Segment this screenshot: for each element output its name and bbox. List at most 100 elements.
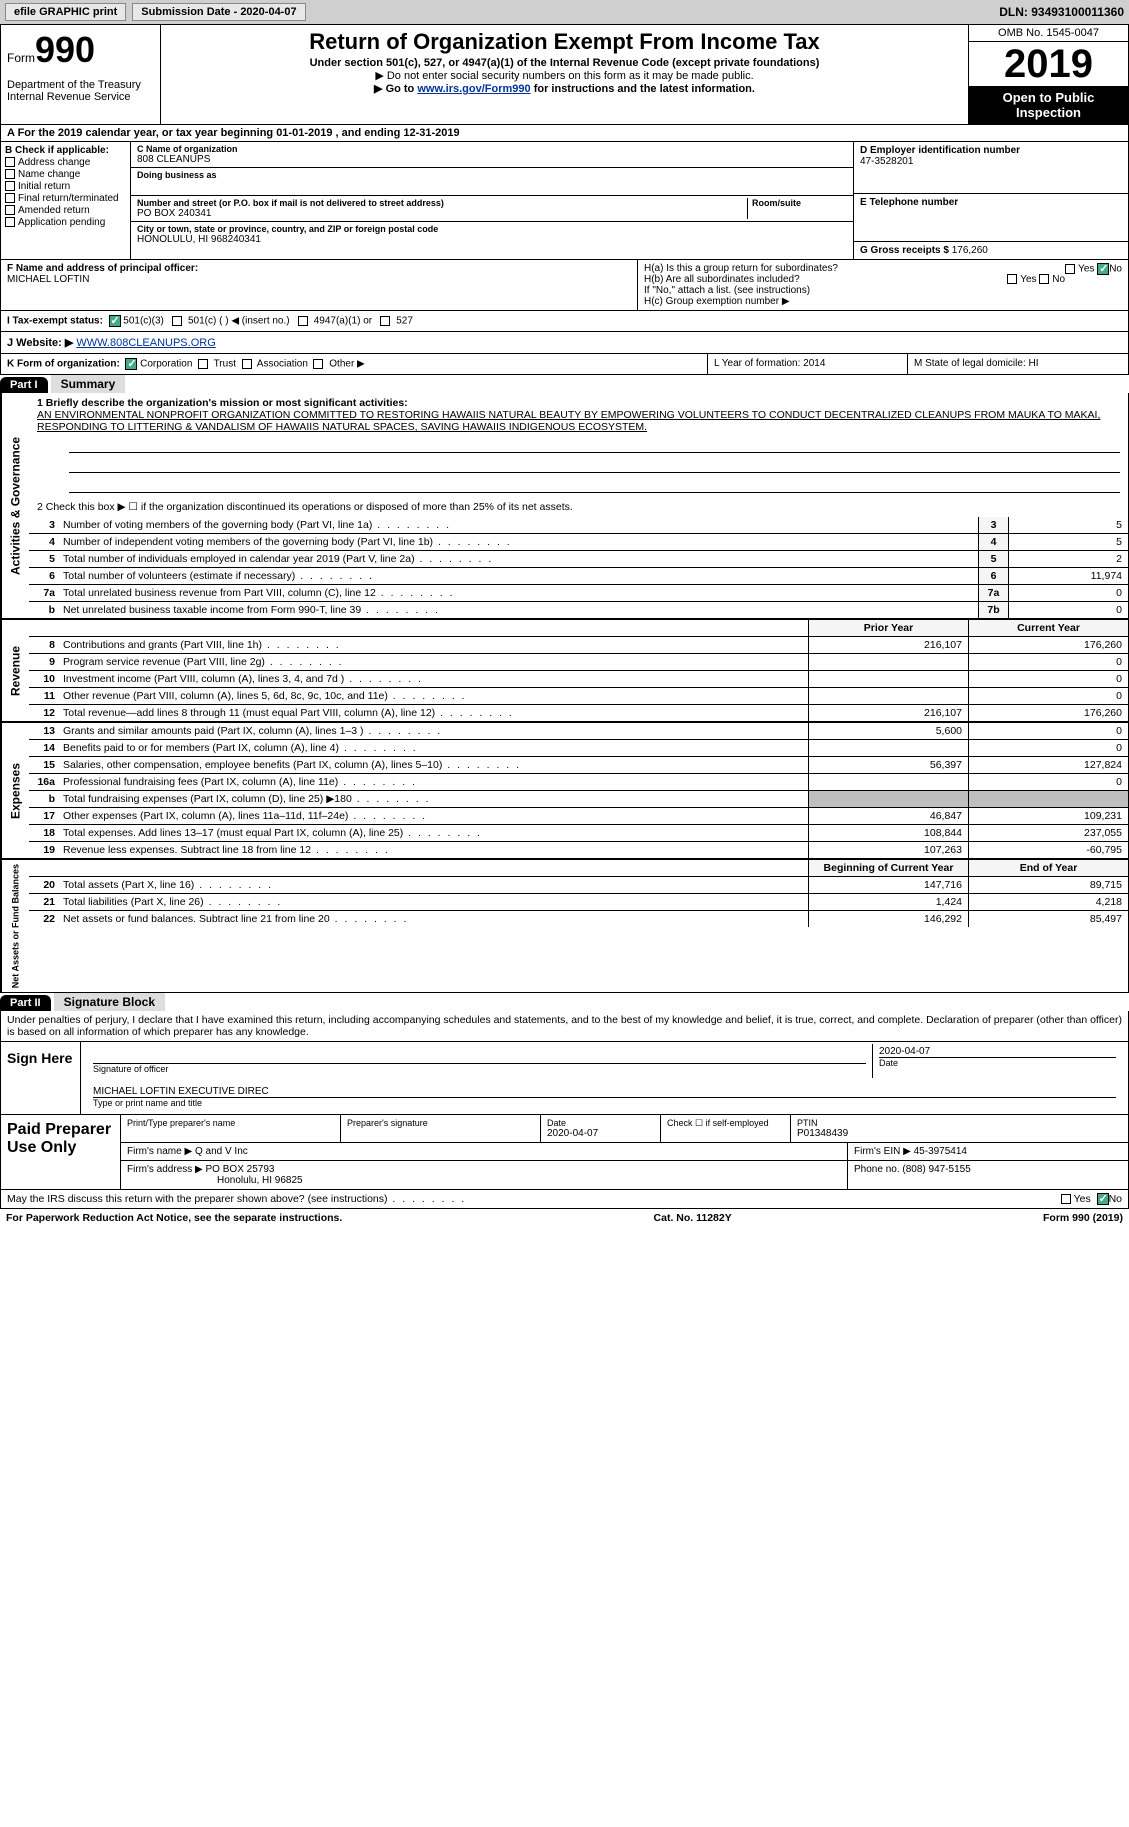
col-prior: Prior Year — [808, 620, 968, 636]
firm-ein-label: Firm's EIN ▶ — [854, 1146, 911, 1157]
sign-here-block: Sign Here Signature of officer 2020-04-0… — [0, 1042, 1129, 1115]
org-name-label: C Name of organization — [137, 144, 847, 154]
blank-3 — [69, 477, 1120, 493]
ha-row: H(a) Is this a group return for subordin… — [644, 263, 1122, 274]
paid-prep-label: Paid Preparer Use Only — [1, 1115, 121, 1189]
cb-4947[interactable] — [298, 316, 308, 326]
box-f: F Name and address of principal officer:… — [1, 260, 638, 310]
ein: 47-3528201 — [860, 156, 1122, 167]
blank-1 — [69, 437, 1120, 453]
sidebar-revenue: Revenue — [1, 620, 29, 721]
line-10: 10 Investment income (Part VIII, column … — [29, 671, 1128, 688]
calendar-year-line: A For the 2019 calendar year, or tax yea… — [0, 125, 1129, 142]
hb-yes[interactable] — [1007, 274, 1017, 284]
open-inspection: Open to Public Inspection — [969, 86, 1128, 124]
line-20: 20 Total assets (Part X, line 16) 147,71… — [29, 877, 1128, 894]
col-end: End of Year — [968, 860, 1128, 876]
cb-assoc[interactable] — [242, 359, 252, 369]
prep-sig-label: Preparer's signature — [347, 1118, 534, 1128]
header-mid: Return of Organization Exempt From Incom… — [161, 25, 968, 124]
section-bcdeg: B Check if applicable: Address change Na… — [0, 142, 1129, 260]
tax-status-label: I Tax-exempt status: — [7, 316, 103, 327]
subtitle-3: ▶ Go to www.irs.gov/Form990 for instruct… — [169, 82, 960, 95]
box-h: H(a) Is this a group return for subordin… — [638, 260, 1128, 310]
box-i: I Tax-exempt status: 501(c)(3) 501(c) ( … — [0, 311, 1129, 332]
line-13: 13 Grants and similar amounts paid (Part… — [29, 723, 1128, 740]
cb-name-change[interactable]: Name change — [5, 169, 126, 180]
cb-address-change[interactable]: Address change — [5, 157, 126, 168]
firm-addr-label: Firm's address ▶ — [127, 1164, 203, 1175]
addr: PO BOX 240341 — [137, 208, 747, 219]
part1-header: Part I Summary — [0, 375, 1129, 393]
officer-printed-name: MICHAEL LOFTIN EXECUTIVE DIREC — [93, 1086, 1116, 1098]
form-header: Form990 Department of the Treasury Inter… — [0, 24, 1129, 125]
line-3: 3 Number of voting members of the govern… — [29, 517, 1128, 534]
room-label: Room/suite — [752, 198, 847, 208]
cb-initial-return[interactable]: Initial return — [5, 181, 126, 192]
tax-year: 2019 — [969, 42, 1128, 86]
cb-501c[interactable] — [172, 316, 182, 326]
cb-527[interactable] — [380, 316, 390, 326]
ptin: P01348439 — [797, 1128, 1122, 1139]
cb-app-pending[interactable]: Application pending — [5, 217, 126, 228]
dln: DLN: 93493100011360 — [999, 5, 1124, 19]
firm-name: Q and V Inc — [195, 1146, 248, 1157]
blank-2 — [69, 457, 1120, 473]
header-left: Form990 Department of the Treasury Inter… — [1, 25, 161, 124]
org-name: 808 CLEANUPS — [137, 154, 847, 165]
cb-other[interactable] — [313, 359, 323, 369]
line-16a: 16a Professional fundraising fees (Part … — [29, 774, 1128, 791]
part1-label: Part I — [0, 377, 48, 393]
section-fh: F Name and address of principal officer:… — [0, 260, 1129, 311]
cb-trust[interactable] — [198, 359, 208, 369]
subtitle-2: ▶ Do not enter social security numbers o… — [169, 69, 960, 82]
box-m: M State of legal domicile: HI — [908, 354, 1128, 374]
line-15: 15 Salaries, other compensation, employe… — [29, 757, 1128, 774]
discuss-row: May the IRS discuss this return with the… — [0, 1190, 1129, 1209]
prep-name-label: Print/Type preparer's name — [127, 1118, 334, 1128]
line-11: 11 Other revenue (Part VIII, column (A),… — [29, 688, 1128, 705]
top-bar: efile GRAPHIC print Submission Date - 20… — [0, 0, 1129, 24]
cb-amended[interactable]: Amended return — [5, 205, 126, 216]
subtitle-1: Under section 501(c), 527, or 4947(a)(1)… — [169, 57, 960, 69]
hb-note: If "No," attach a list. (see instruction… — [644, 285, 1122, 296]
section-klm: K Form of organization: Corporation Trus… — [0, 354, 1129, 375]
sig-date: 2020-04-07 — [879, 1046, 1116, 1057]
line-18: 18 Total expenses. Add lines 13–17 (must… — [29, 825, 1128, 842]
goto-pre: ▶ Go to — [374, 83, 417, 95]
cb-corp[interactable] — [125, 358, 137, 370]
line-7a: 7a Total unrelated business revenue from… — [29, 585, 1128, 602]
ha-no[interactable] — [1097, 263, 1109, 275]
irs-link[interactable]: www.irs.gov/Form990 — [417, 83, 530, 95]
discuss-yes[interactable] — [1061, 1194, 1071, 1204]
cb-501c3[interactable] — [109, 315, 121, 327]
check-self[interactable]: Check ☐ if self-employed — [661, 1115, 791, 1142]
city: HONOLULU, HI 968240341 — [137, 234, 847, 245]
officer-name: MICHAEL LOFTIN — [7, 274, 631, 285]
form-title: Return of Organization Exempt From Incom… — [169, 29, 960, 55]
mission-block: 1 Briefly describe the organization's mi… — [29, 393, 1128, 437]
line-21: 21 Total liabilities (Part X, line 26) 1… — [29, 894, 1128, 911]
line-19: 19 Revenue less expenses. Subtract line … — [29, 842, 1128, 858]
firm-addr: PO BOX 25793 — [206, 1164, 275, 1175]
ha-yes[interactable] — [1065, 264, 1075, 274]
discuss-no[interactable] — [1097, 1193, 1109, 1205]
col-begin: Beginning of Current Year — [808, 860, 968, 876]
submission-date: Submission Date - 2020-04-07 — [132, 3, 305, 21]
efile-print-button[interactable]: efile GRAPHIC print — [5, 3, 126, 21]
line-17: 17 Other expenses (Part IX, column (A), … — [29, 808, 1128, 825]
officer-label: F Name and address of principal officer: — [7, 263, 631, 274]
line-2: 2 Check this box ▶ ☐ if the organization… — [29, 497, 1128, 517]
col-current: Current Year — [968, 620, 1128, 636]
sig-officer-label: Signature of officer — [93, 1064, 866, 1074]
line-9: 9 Program service revenue (Part VIII, li… — [29, 654, 1128, 671]
line-5: 5 Total number of individuals employed i… — [29, 551, 1128, 568]
box-j: J Website: ▶ WWW.808CLEANUPS.ORG — [0, 332, 1129, 354]
box-l: L Year of formation: 2014 — [708, 354, 908, 374]
line-8: 8 Contributions and grants (Part VIII, l… — [29, 637, 1128, 654]
line-b: b Net unrelated business taxable income … — [29, 602, 1128, 618]
website-link[interactable]: WWW.808CLEANUPS.ORG — [76, 337, 215, 349]
cb-final-return[interactable]: Final return/terminated — [5, 193, 126, 204]
hb-no[interactable] — [1039, 274, 1049, 284]
sign-here-label: Sign Here — [1, 1042, 81, 1114]
